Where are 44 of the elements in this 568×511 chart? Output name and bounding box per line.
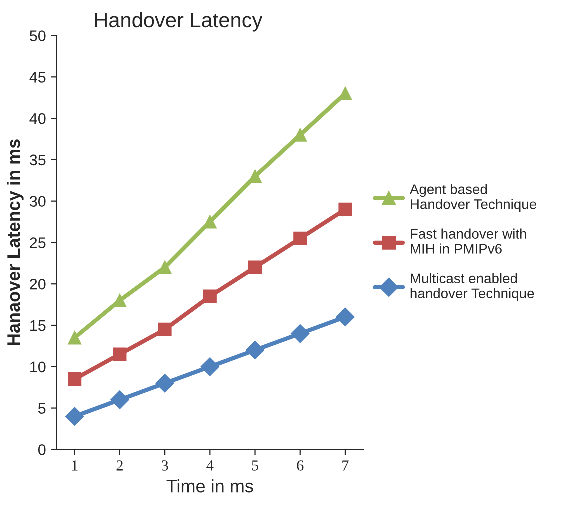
point — [294, 232, 308, 246]
y-tick-label: 5 — [38, 403, 46, 414]
x-tick-label: 2 — [116, 460, 123, 471]
point — [110, 390, 130, 410]
x-tick-label: 5 — [252, 460, 258, 471]
y-tick-label: 50 — [30, 30, 46, 42]
chart-title: Handover Latency — [95, 12, 263, 32]
x-tick-label: 1 — [72, 460, 78, 471]
y-tick-label: 10 — [30, 362, 46, 373]
point — [203, 290, 217, 304]
point — [113, 294, 127, 308]
point — [65, 407, 84, 426]
legend-label: Agent based Handover Technique — [410, 184, 536, 212]
x-tick-label: 6 — [297, 460, 304, 471]
point — [248, 260, 262, 274]
y-axis-title: Hanaover Latency in ms — [7, 140, 24, 346]
point — [68, 331, 82, 345]
point — [158, 322, 172, 336]
point — [113, 348, 127, 362]
y-tick-label: 20 — [30, 278, 46, 290]
y-tick-label: 25 — [30, 238, 46, 248]
y-tick-label: 15 — [30, 320, 46, 332]
y-tick-label: 0 — [38, 444, 46, 456]
y-tick-label: 35 — [30, 154, 46, 166]
legend-label: Multicast enabled handover Technique — [410, 273, 534, 302]
x-tick-label: 4 — [206, 460, 214, 471]
point — [200, 358, 220, 376]
y-tick-label: 45 — [30, 72, 46, 83]
point — [291, 324, 310, 344]
x-axis-title: Time in ms — [166, 480, 254, 493]
y-tick-label: 40 — [30, 113, 46, 124]
legend-label: Fast handover with MIH in PMIPv6 — [411, 228, 526, 254]
y-tick-label: 30 — [30, 196, 46, 208]
point — [203, 215, 217, 229]
point — [158, 260, 172, 274]
point — [248, 170, 262, 184]
x-tick-label: 7 — [342, 460, 349, 471]
point — [246, 340, 265, 360]
point — [336, 308, 355, 327]
point — [68, 372, 82, 386]
point — [338, 202, 352, 216]
x-tick-label: 3 — [162, 460, 168, 471]
point — [156, 374, 174, 393]
point — [294, 128, 308, 142]
